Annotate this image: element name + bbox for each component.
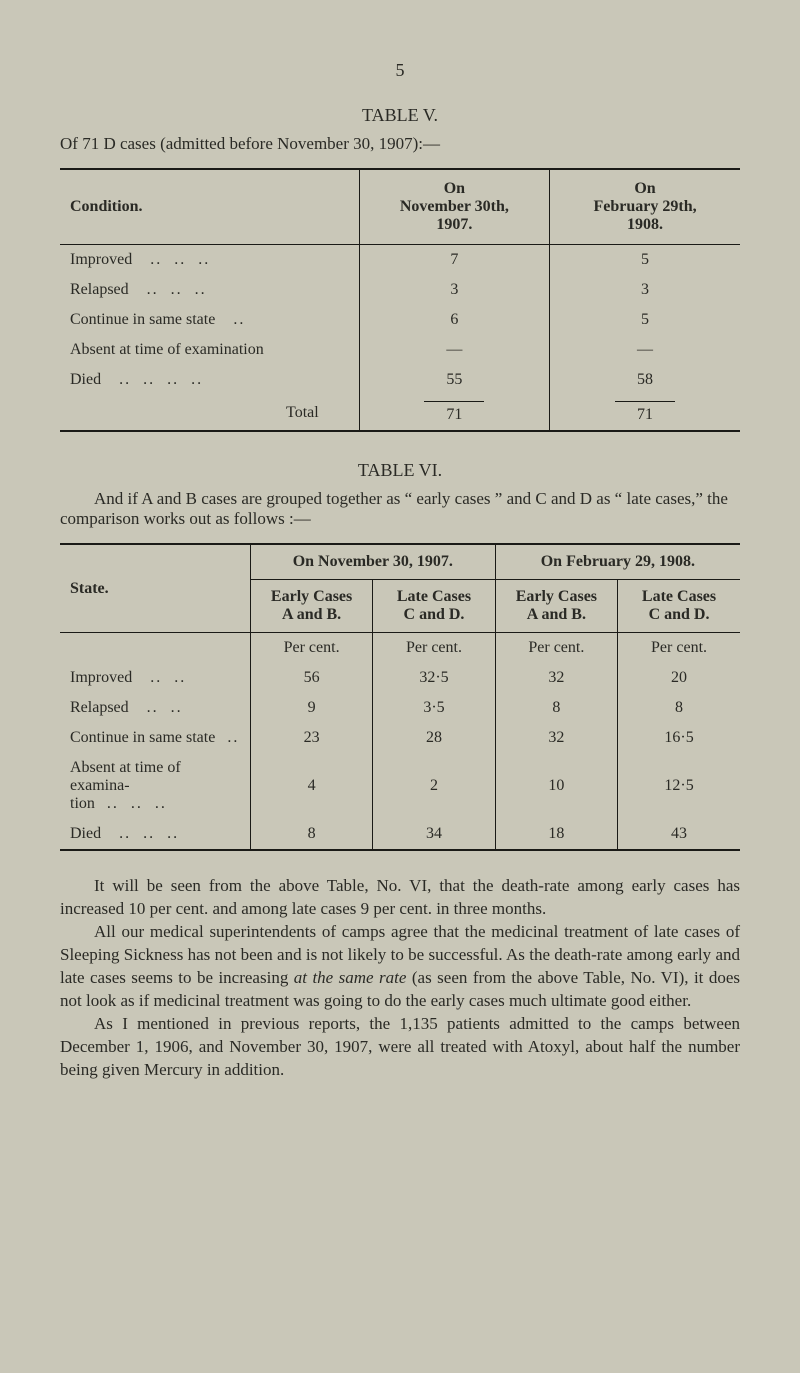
table6-col-onfeb: On February 29, 1908. (495, 545, 740, 580)
dotfill: .. .. .. (129, 281, 207, 298)
row-label: Died (70, 371, 101, 388)
table5-col-condition: Condition. (60, 170, 359, 244)
paragraph: It will be seen from the above Table, No… (60, 875, 740, 921)
text-run-italic: at the same rate (294, 968, 407, 987)
cell: 10 (495, 753, 617, 819)
row-label: Continue in same state (70, 311, 215, 328)
table6-sub-early2: Early Cases A and B. (495, 580, 617, 633)
cell: 55 (359, 365, 549, 395)
dotfill: .. (215, 729, 239, 746)
cell: 5 (550, 305, 740, 335)
cell: 43 (618, 819, 740, 849)
table-row: Improved .. .. 56 32·5 32 20 (60, 663, 740, 693)
total-cell: 71 (615, 401, 675, 424)
cell: 18 (495, 819, 617, 849)
table5-heading: TABLE V. (60, 105, 740, 126)
dotfill: .. (215, 311, 245, 328)
dotfill: .. .. .. (101, 825, 179, 842)
table-row: Absent at time of examination — — (60, 335, 740, 365)
cell: 32 (495, 663, 617, 693)
row-label: Relapsed (70, 699, 129, 716)
table6-col-state: State. (60, 545, 250, 632)
table-row: Relapsed .. .. .. 3 3 (60, 275, 740, 305)
cell: 20 (618, 663, 740, 693)
cell: 32·5 (373, 663, 495, 693)
table6-unit-row: Per cent. Per cent. Per cent. Per cent. (60, 633, 740, 663)
table5-col-onnov: On November 30th, 1907. (359, 170, 549, 244)
unit-cell: Per cent. (373, 633, 495, 663)
cell: 7 (359, 245, 549, 275)
cell: 6 (359, 305, 549, 335)
cell: 9 (250, 693, 372, 723)
row-label: Absent at time of examination (60, 335, 359, 365)
document-page: 5 TABLE V. Of 71 D cases (admitted befor… (0, 0, 800, 1161)
cell: 4 (250, 753, 372, 819)
cell: 3·5 (373, 693, 495, 723)
total-cell: 71 (424, 401, 484, 424)
paragraph: As I mentioned in previous reports, the … (60, 1013, 740, 1082)
cell: 28 (373, 723, 495, 753)
table5: Condition. On November 30th, 1907. On Fe… (60, 170, 740, 430)
row-label: Relapsed (70, 281, 129, 298)
table5-subheading: Of 71 D cases (admitted before November … (60, 134, 740, 154)
table-row: Relapsed .. .. 9 3·5 8 8 (60, 693, 740, 723)
rule (60, 849, 740, 851)
row-label: Continue in same state (70, 729, 215, 746)
table-row-total: Total 71 71 (60, 395, 740, 430)
dotfill: .. .. (132, 669, 186, 686)
dotfill: .. .. (129, 699, 183, 716)
cell: — (550, 335, 740, 365)
table-row: Died .. .. .. 8 34 18 43 (60, 819, 740, 849)
unit-cell: Per cent. (618, 633, 740, 663)
paragraph: All our medical superintendents of camps… (60, 921, 740, 1013)
table-row: Improved .. .. .. 7 5 (60, 245, 740, 275)
unit-cell: Per cent. (250, 633, 372, 663)
unit-cell: Per cent. (495, 633, 617, 663)
table6-intro: And if A and B cases are grouped togethe… (60, 489, 740, 529)
cell: 3 (359, 275, 549, 305)
cell: 23 (250, 723, 372, 753)
table5-col-onfeb: On February 29th, 1908. (550, 170, 740, 244)
table-row: Absent at time of examina- tion .. .. ..… (60, 753, 740, 819)
cell: 12·5 (618, 753, 740, 819)
cell: 32 (495, 723, 617, 753)
row-label: Improved (70, 669, 132, 686)
table6: State. On November 30, 1907. On February… (60, 545, 740, 849)
table6-sub-early1: Early Cases A and B. (250, 580, 372, 633)
cell: 16·5 (618, 723, 740, 753)
dotfill: .. .. .. (132, 251, 210, 268)
table-row: Continue in same state .. 23 28 32 16·5 (60, 723, 740, 753)
table6-sub-late1: Late Cases C and D. (373, 580, 495, 633)
cell: 3 (550, 275, 740, 305)
total-label: Total (60, 395, 359, 430)
cell: 34 (373, 819, 495, 849)
table6-col-onnov: On November 30, 1907. (250, 545, 495, 580)
table-row: Continue in same state .. 6 5 (60, 305, 740, 335)
body-text: It will be seen from the above Table, No… (60, 875, 740, 1081)
cell: 8 (495, 693, 617, 723)
table-row: Died .. .. .. .. 55 58 (60, 365, 740, 395)
dotfill: .. .. .. .. (101, 371, 203, 388)
cell: — (359, 335, 549, 365)
table6-heading: TABLE VI. (60, 460, 740, 481)
row-label: Died (70, 825, 101, 842)
page-number: 5 (60, 60, 740, 81)
table6-sub-late2: Late Cases C and D. (618, 580, 740, 633)
cell: 5 (550, 245, 740, 275)
cell: 56 (250, 663, 372, 693)
cell: 8 (250, 819, 372, 849)
cell: 2 (373, 753, 495, 819)
row-label: Improved (70, 251, 132, 268)
cell: 8 (618, 693, 740, 723)
dotfill: .. .. .. (95, 795, 167, 812)
cell: 58 (550, 365, 740, 395)
